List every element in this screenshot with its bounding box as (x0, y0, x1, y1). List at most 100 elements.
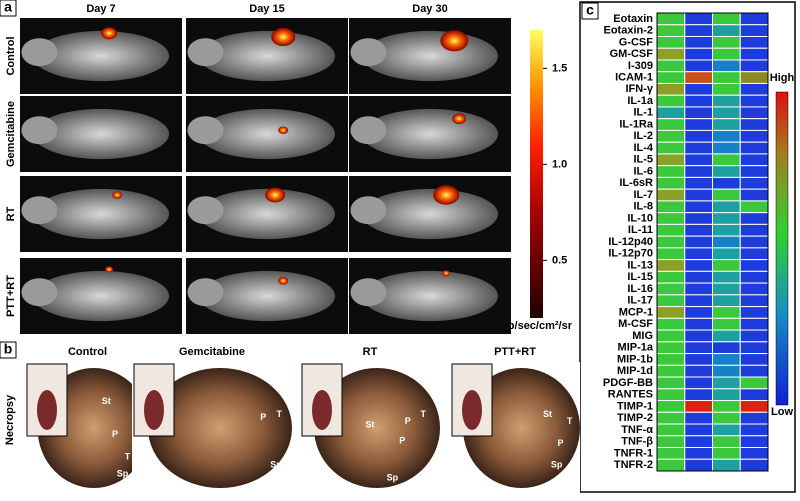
heatmap-cell (656, 94, 686, 108)
row-label: IL-13 (627, 259, 653, 271)
annotation: T (420, 409, 426, 419)
heatmap-cell (739, 153, 769, 167)
panel-c-frame (579, 1, 796, 493)
row-label: IL-10 (627, 212, 653, 224)
heatmap-cell (656, 423, 686, 437)
heatmap-cell (739, 59, 769, 73)
heatmap-cell (712, 294, 741, 308)
row-label: Gemcitabine (5, 101, 17, 167)
mouse (198, 30, 336, 82)
heatmap-cell (712, 129, 741, 143)
annotation: Sp (551, 459, 563, 469)
heatmap-cell (739, 423, 769, 437)
mouse (32, 30, 170, 82)
heatmap-cell (739, 188, 769, 202)
row-label: IL-11 (628, 224, 653, 236)
annotation: Sp (117, 469, 129, 479)
heatmap-cell (684, 376, 713, 390)
mouse-head (21, 278, 58, 307)
panel-label: a (4, 0, 12, 15)
row-label: IL-12p40 (608, 236, 653, 248)
row-label: I-309 (628, 60, 653, 72)
heatmap-cell (684, 118, 713, 131)
row-label: IL-7 (633, 189, 653, 201)
annotation: Sp (270, 459, 282, 469)
row-label: IL-17 (627, 295, 653, 307)
mouse-head (350, 278, 387, 307)
heatmap-cell (656, 364, 686, 378)
mouse (198, 188, 336, 240)
heatmap-cell (684, 282, 713, 296)
heatmap-cell (739, 353, 769, 366)
heatmap-cell (684, 165, 713, 178)
annotation: T (276, 409, 282, 419)
annotation: T (567, 416, 573, 426)
heatmap-cell (656, 212, 686, 225)
heatmap-cell (656, 223, 686, 237)
heatmap-cell (656, 12, 686, 26)
row-label: GM-CSF (610, 48, 654, 60)
mouse-head (350, 38, 387, 67)
annotation: P (399, 436, 405, 446)
heatmap-cell (712, 223, 741, 237)
heatmap-cell (656, 247, 686, 261)
column-title: Day 30 (412, 3, 447, 15)
heatmap-cell (712, 212, 741, 225)
heatmap-cell (739, 247, 769, 261)
heatmap-cell (739, 341, 769, 355)
heatmap-cell (656, 71, 686, 84)
heatmap-cell (684, 153, 713, 167)
heatmap-cell (684, 341, 713, 355)
heatmap-cell (712, 411, 741, 425)
heatmap-cell (739, 317, 769, 331)
signal (265, 187, 286, 203)
tissue (314, 368, 440, 488)
heatmap-cell (739, 12, 769, 26)
row-label: IL-5 (633, 154, 653, 166)
heatmap-cell (684, 447, 713, 460)
heatmap-cell (684, 458, 713, 472)
heatmap-cell (712, 24, 741, 37)
signal (452, 113, 467, 125)
heatmap-cell (684, 47, 713, 61)
row-label: IL-2 (633, 130, 653, 142)
heatmap-cell (684, 364, 713, 378)
row-label: IFN-γ (626, 83, 654, 95)
heatmap-cell (712, 59, 741, 73)
high-label: High (770, 72, 795, 84)
heatmap-cell (712, 106, 741, 120)
heatmap-cell (712, 447, 741, 460)
signal (433, 185, 460, 205)
heatmap-cell (739, 447, 769, 460)
heatmap-cell (739, 458, 769, 472)
heatmap-colorbar (775, 91, 789, 406)
row-label: IL-12p70 (608, 248, 653, 260)
heatmap-cell (684, 270, 713, 284)
heatmap-cell (684, 200, 713, 214)
heatmap-cell (656, 282, 686, 296)
heatmap-cell (739, 165, 769, 178)
heatmap-cell (739, 129, 769, 143)
heatmap-cell (684, 12, 713, 26)
row-label: IL-4 (633, 142, 653, 154)
heatmap-cell (656, 329, 686, 343)
heatmap-cell (684, 82, 713, 96)
heatmap-cell (712, 47, 741, 61)
heatmap-cell (712, 329, 741, 343)
heatmap-cell (684, 235, 713, 249)
row-label: PDGF-BB (603, 377, 653, 389)
row-label: RT (5, 206, 17, 221)
low-label: Low (771, 406, 793, 418)
mouse-head (21, 116, 58, 145)
heatmap-cell (684, 353, 713, 366)
signal (442, 270, 451, 277)
heatmap-cell (656, 447, 686, 460)
heatmap-cell (656, 353, 686, 366)
heatmap-cell (712, 165, 741, 178)
heatmap-cell (656, 376, 686, 390)
heatmap-cell (712, 188, 741, 202)
annotation: T (125, 451, 131, 461)
heatmap-cell (656, 341, 686, 355)
heatmap-cell (656, 235, 686, 249)
row-label: MIG (632, 330, 653, 342)
